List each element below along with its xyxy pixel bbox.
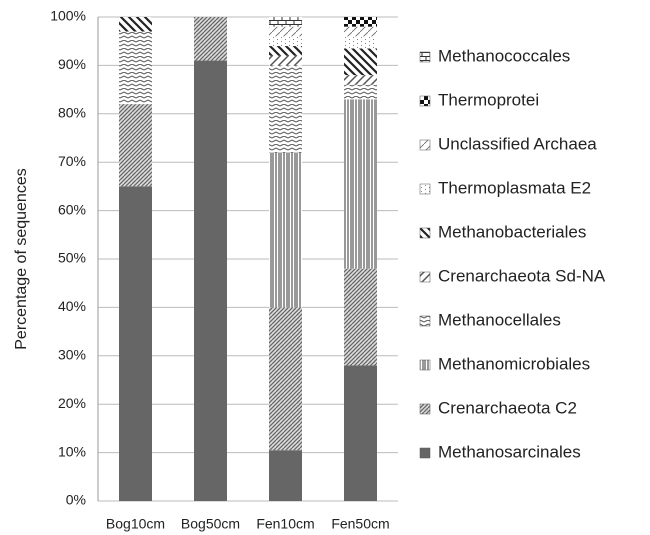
y-tick-label: 10%	[58, 443, 86, 459]
x-tick-label: Fen50cm	[331, 516, 389, 532]
legend-label: Methanosarcinales	[438, 442, 581, 461]
y-tick-label: 40%	[58, 298, 86, 314]
legend-label: Crenarchaeota C2	[438, 398, 577, 417]
bar-segment	[269, 46, 302, 56]
legend-label: Methanococcales	[438, 46, 570, 65]
legend-swatch	[419, 315, 431, 327]
bar-segment	[269, 65, 302, 153]
y-tick-label: 90%	[58, 56, 86, 72]
bar-segment	[344, 84, 377, 100]
x-tick-label: Bog50cm	[181, 516, 240, 532]
bar-segment	[269, 307, 302, 451]
legend-label: Crenarchaeota Sd-NA	[438, 266, 606, 285]
bar-segment	[344, 26, 377, 37]
y-tick-label: 100%	[50, 8, 86, 24]
legend-swatch	[419, 183, 431, 195]
y-tick-label: 30%	[58, 347, 86, 363]
legend-swatch	[419, 95, 431, 107]
bar-segment	[344, 75, 377, 85]
bar-segment	[344, 48, 377, 76]
bar-segment	[194, 17, 227, 61]
legend-swatch	[419, 359, 431, 371]
legend-swatch	[419, 403, 431, 415]
legend-label: Thermoplasmata E2	[438, 178, 591, 197]
legend-label: Thermoprotei	[438, 90, 539, 109]
bar-segment	[344, 99, 377, 269]
bar-segment	[119, 186, 152, 501]
y-tick-label: 50%	[58, 250, 86, 266]
bar-segment	[119, 104, 152, 187]
legend-swatch	[419, 271, 431, 283]
x-tick-label: Fen10cm	[256, 516, 314, 532]
legend-swatch	[419, 51, 431, 63]
legend-swatch	[419, 227, 431, 239]
bar-segment	[344, 36, 377, 49]
y-tick-label: 0%	[66, 492, 86, 508]
bar-segment	[269, 152, 302, 308]
bar-segment	[344, 17, 377, 27]
bar-segment	[119, 31, 152, 105]
y-tick-label: 60%	[58, 201, 86, 217]
bar-segment	[269, 55, 302, 66]
y-tick-label: 70%	[58, 153, 86, 169]
bar-segment	[269, 26, 302, 37]
bar-segment	[269, 450, 302, 501]
legend-swatch	[419, 447, 431, 459]
bar-segment	[119, 17, 152, 32]
bar-segment	[344, 268, 377, 366]
legend-label: Methanomicrobiales	[438, 354, 590, 373]
legend-swatch	[419, 139, 431, 151]
bar-segment	[194, 60, 227, 502]
y-axis-title: Percentage of sequences	[13, 168, 30, 349]
bar-segment	[344, 365, 377, 501]
y-tick-label: 20%	[58, 395, 86, 411]
bar-segment	[269, 36, 302, 47]
x-tick-label: Bog10cm	[106, 516, 165, 532]
y-tick-label: 80%	[58, 105, 86, 121]
legend-label: Methanobacteriales	[438, 222, 586, 241]
legend-label: Unclassified Archaea	[438, 134, 597, 153]
legend-label: Methanocellales	[438, 310, 561, 329]
bar-segment	[269, 17, 302, 27]
